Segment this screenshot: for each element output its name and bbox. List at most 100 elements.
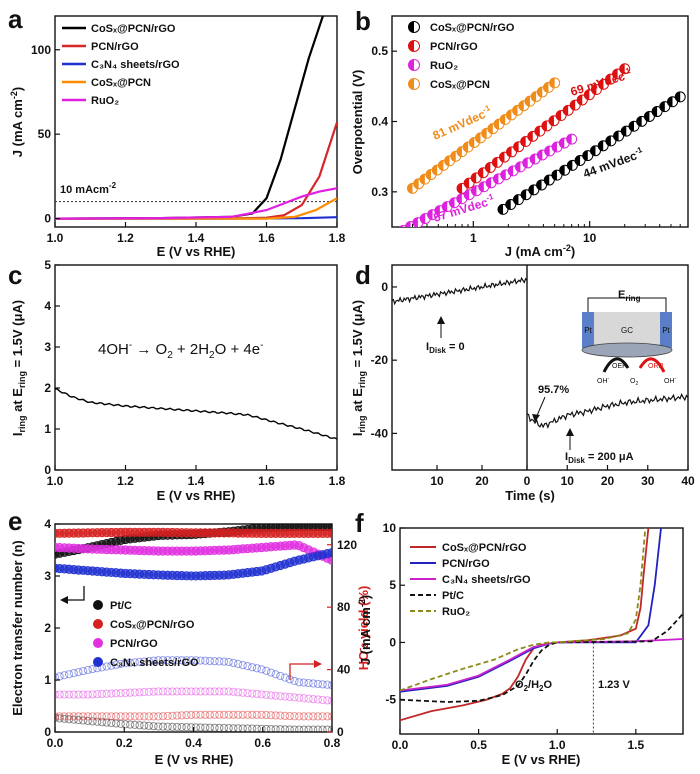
panel-e-yield-point [130, 688, 139, 697]
panel-b-ytick-label: 0.4 [371, 115, 388, 129]
panel-e-yield-point [130, 720, 139, 730]
panel-label-a: a [8, 4, 23, 34]
panel-a-legend-label: C₃N₄ sheets/rGO [91, 59, 180, 71]
panel-e-yield-point [60, 690, 69, 699]
tafel-label-pcn-rgo: 69 mVdec-1 [568, 66, 633, 99]
panel-e-yield-point [229, 658, 238, 668]
panel-b-point-fill [590, 145, 596, 156]
panel-a-ytick-label: 50 [38, 127, 52, 141]
panel-b-point-fill [659, 101, 665, 112]
panel-b-point-fill [471, 185, 477, 196]
panel-b-point-fill [551, 170, 557, 181]
panel-e-yield-point [210, 687, 219, 696]
panel-b-point-fill [520, 136, 526, 147]
panel-e-yield-point [154, 687, 163, 696]
panel-e-yield-point [205, 710, 215, 719]
panel-e-yield-point [238, 724, 247, 732]
panel-b-point-fill [537, 149, 543, 160]
panel-e-yield-point [309, 725, 318, 732]
panel-e-yield-point [140, 657, 149, 666]
panel-b-point-fill [521, 189, 527, 200]
panel-e-yield-point [69, 715, 78, 724]
panel-b-legend-swatch-fill [408, 21, 414, 33]
panel-e-yield-point [172, 722, 182, 732]
panel-b-point-fill [478, 181, 484, 192]
panel-e-yield-point [182, 723, 191, 732]
panel-c-ytick-label: 2 [44, 381, 51, 395]
panel-e-yield-point [219, 710, 229, 719]
panel-e-yield-point [290, 693, 299, 702]
panel-e-yield-point [79, 716, 88, 725]
panel-d-xtick-label: 20 [601, 474, 615, 488]
panel-e-yield-point [107, 712, 116, 721]
disk200-arrowhead [566, 428, 574, 436]
panel-e-yield-point [55, 673, 60, 682]
panel-f-ytick-label: -5 [385, 693, 396, 707]
panel-a-legend: CoSₓ@PCN/rGO PCN/rGO C₃N₄ sheets/rGO CoSₓ@P… [62, 23, 180, 107]
panel-e-yield-point [187, 656, 196, 665]
panel-c-xtick-label: 1.6 [258, 474, 275, 488]
panel-d-xtick-label: 10 [430, 474, 444, 488]
panel-e-yield-point [177, 687, 186, 696]
panel-f-reference-label: 1.23 V [598, 679, 630, 691]
panel-e-yield-point [154, 712, 163, 721]
panel-e-yield-point [135, 721, 144, 730]
rrde-inset: Ering Pt GC Pt OER ORR OH- O2 OH- [581, 289, 677, 387]
panel-e-yield-point [55, 714, 64, 723]
panel-e-yield-point [257, 665, 266, 674]
panel-e-yield-point [304, 694, 313, 703]
panel-e-yield-point [280, 711, 290, 720]
panel-e-yield-point [318, 680, 327, 689]
panel-e-yield-point [88, 717, 97, 726]
panel-e-yield-point [111, 660, 121, 669]
panel-d-right-series-line [526, 393, 689, 430]
panel-e-yield-point [60, 712, 69, 721]
panel-e-yield-point [266, 691, 276, 700]
panel-a-ytick-label: 100 [31, 43, 51, 57]
panel-label-c: c [8, 260, 22, 290]
inset-pt-right [660, 312, 672, 348]
panel-e-yield-point [69, 690, 78, 699]
panel-e-yield-point [144, 687, 153, 696]
panel-e-ytick-label: 1 [44, 673, 51, 687]
panel-e-y2tick-label: 120 [337, 538, 357, 552]
panel-b-point-fill [613, 131, 619, 142]
panel-a-xtick-label: 1.4 [188, 231, 205, 245]
panel-e-yield-point [290, 725, 299, 732]
panel-e-yield-point [252, 710, 261, 719]
panel-e-yield-point [299, 712, 308, 721]
panel-f-ticks: 0.0 0.5 1.0 1.5 -5 0 5 10 [383, 521, 645, 752]
panel-c-xtick-label: 1.8 [329, 474, 346, 488]
panel-f-ytick-label: 5 [389, 578, 396, 592]
panel-f-series-line [400, 613, 683, 703]
panel-c-frame [54, 264, 338, 471]
panel-e-yield-point [116, 719, 125, 728]
panel-e-yield-point [201, 656, 210, 665]
panel-e-yield-point [248, 689, 257, 698]
panel-b-point-fill [515, 161, 521, 172]
panel-e-yield-point [158, 712, 168, 721]
panel-a-legend-label: PCN/rGO [91, 41, 139, 53]
inset-pt-right-label: Pt [662, 326, 670, 335]
right-axis-arrow [289, 663, 318, 680]
panel-b-point-fill [413, 178, 419, 189]
panel-b-legend-swatch-fill [408, 40, 414, 52]
panel-f-xlabel: E (V vs RHE) [502, 752, 581, 767]
panel-e-yield-point [234, 659, 243, 669]
panel-d-frame [391, 264, 689, 471]
panel-e-yield-point [323, 712, 332, 721]
panel-e-yield-point [93, 690, 102, 699]
panel-d-ticks: 10 20 0 10 20 30 40 0 -20 -40 [371, 280, 695, 488]
panel-e-yield-point [74, 715, 83, 725]
panel-b-point-fill [456, 146, 462, 157]
panel-b-point-fill [434, 205, 440, 216]
panel-e-yield-point [130, 712, 139, 721]
panel-e-yield-point [97, 712, 107, 721]
panel-b-point-fill [559, 165, 565, 176]
panel-e-yield-point [276, 692, 285, 701]
panel-b-point-fill [582, 150, 588, 161]
panel-e-yield-point [276, 711, 285, 720]
panel-e-yield-point [248, 724, 257, 732]
